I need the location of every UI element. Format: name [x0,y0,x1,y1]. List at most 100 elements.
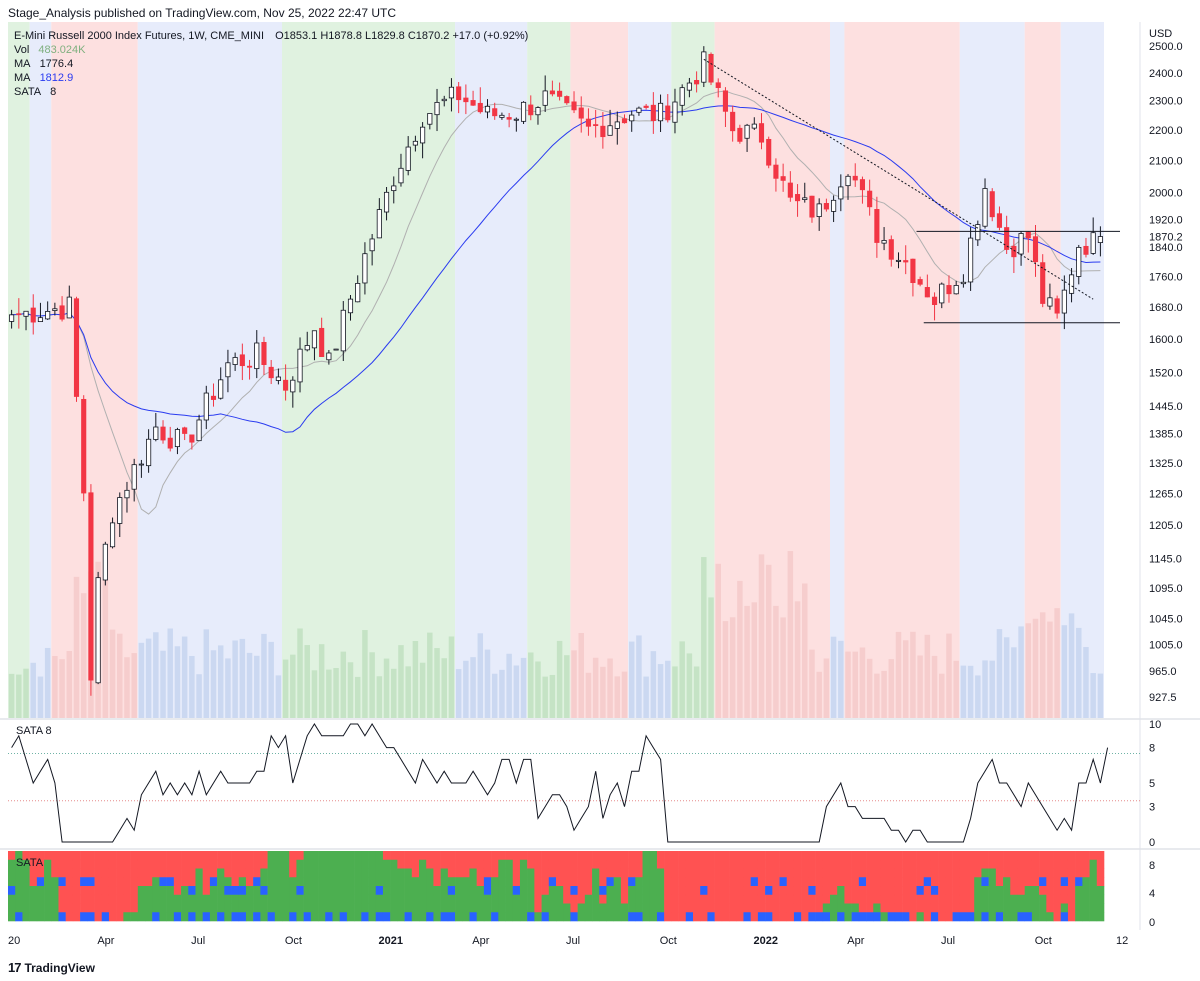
candle-body [924,287,930,298]
volume-bar [1003,637,1010,718]
candle-body [578,107,584,119]
heatmap-cell [678,868,687,878]
heatmap-cell [116,851,124,861]
candle-body [715,82,721,88]
heatmap-cell [101,912,110,922]
volume-bar [412,641,419,718]
heatmap-cell [354,877,362,887]
heatmap-cell [209,851,218,861]
heatmap-cell [419,903,427,913]
heatmap-cell [1003,886,1011,896]
heatmap-cell [1096,903,1105,913]
heatmap-cell [570,877,578,887]
heatmap-cell [628,894,636,904]
heatmap-cell [938,859,946,869]
price-tick: 2500.0 [1149,41,1183,53]
volume-bar [23,668,29,718]
heatmap-cell [959,851,968,861]
heatmap-cell [368,886,377,896]
heatmap-cell [411,912,420,922]
heatmap-cell [750,877,759,887]
heatmap-cell [231,886,240,896]
candle-body [730,111,736,132]
heatmap-cell [8,903,16,913]
heatmap-cell [837,894,845,904]
heatmap-cell [346,877,355,887]
volume-bar [513,665,520,718]
heatmap-cell [988,877,997,887]
heatmap-cell [1096,912,1105,922]
heatmap-cell [584,903,593,913]
heatmap-cell [563,859,571,869]
heatmap-cell [851,859,860,869]
heatmap-cell [1003,903,1011,913]
heatmap-cell [750,894,759,904]
candle-body [528,104,534,116]
heatmap-cell [988,886,997,896]
heatmap-cell [361,894,369,904]
volume-bar [1097,673,1104,718]
price-axis-unit: USD [1149,28,1172,40]
heatmap-cell [613,859,622,869]
heatmap-cell [310,851,319,861]
heatmap-cell [945,912,953,922]
heatmap-cell [404,903,413,913]
heatmap-cell [202,851,211,861]
heatmap-cell [58,877,66,887]
ma-fast-row: MA 1776.4 [14,57,528,71]
heatmap-cell [491,851,499,861]
heatmap-cell [1010,859,1018,869]
candle-body [895,259,902,262]
heatmap-cell [1024,851,1033,861]
heatmap-cell [224,886,232,896]
heatmap-cell [729,894,737,904]
heatmap-cell [382,851,391,861]
candle-body [867,190,873,208]
heatmap-cell [678,851,687,861]
heatmap-cell [894,851,903,861]
price-tick: 1205.0 [1149,520,1183,532]
heatmap-cell [51,903,59,913]
heatmap-cell [959,912,968,922]
footer-brand[interactable]: 17 TradingView [8,960,95,975]
heatmap-cell [260,912,268,922]
heatmap-cell [606,903,614,913]
heatmap-cell [181,851,189,861]
heatmap-cell [952,877,961,887]
heatmap-cell [455,868,463,878]
heatmap-cell [94,886,103,896]
heatmap-cell [995,868,1004,878]
candle-body [1032,236,1039,263]
volume-bar [672,666,678,718]
heatmap-cell [382,894,391,904]
volume-bar [787,551,794,718]
heatmap-cell [743,877,751,887]
sata-tick: 10 [1149,719,1161,731]
volume-bar [318,644,325,718]
heatmap-cell [325,903,333,913]
heatmap-cell [188,868,196,878]
volume-value: 483.024K [38,44,86,56]
heatmap-cell [202,859,211,869]
heatmap-cell [512,886,521,896]
heatmap-cell [1017,894,1025,904]
heatmap-cell [361,851,369,861]
publish-header: Stage_Analysis published on TradingView.… [8,6,397,20]
volume-bar [758,554,765,718]
heatmap-cell [72,886,81,896]
heatmap-cell [397,912,405,922]
heatmap-cell [29,868,38,878]
volume-bar [751,602,758,718]
candle-body [333,348,339,351]
volume-bar [109,629,116,718]
heatmap-cell [995,912,1004,922]
heatmap-cell [1096,868,1105,878]
heatmap-cell [310,877,319,887]
heatmap-cell [390,894,398,904]
heatmap-cell [397,868,405,878]
heatmap-cell [80,851,88,861]
heatmap-cell [916,868,925,878]
heatmap-cell [880,886,888,896]
heatmap-cell [325,877,333,887]
